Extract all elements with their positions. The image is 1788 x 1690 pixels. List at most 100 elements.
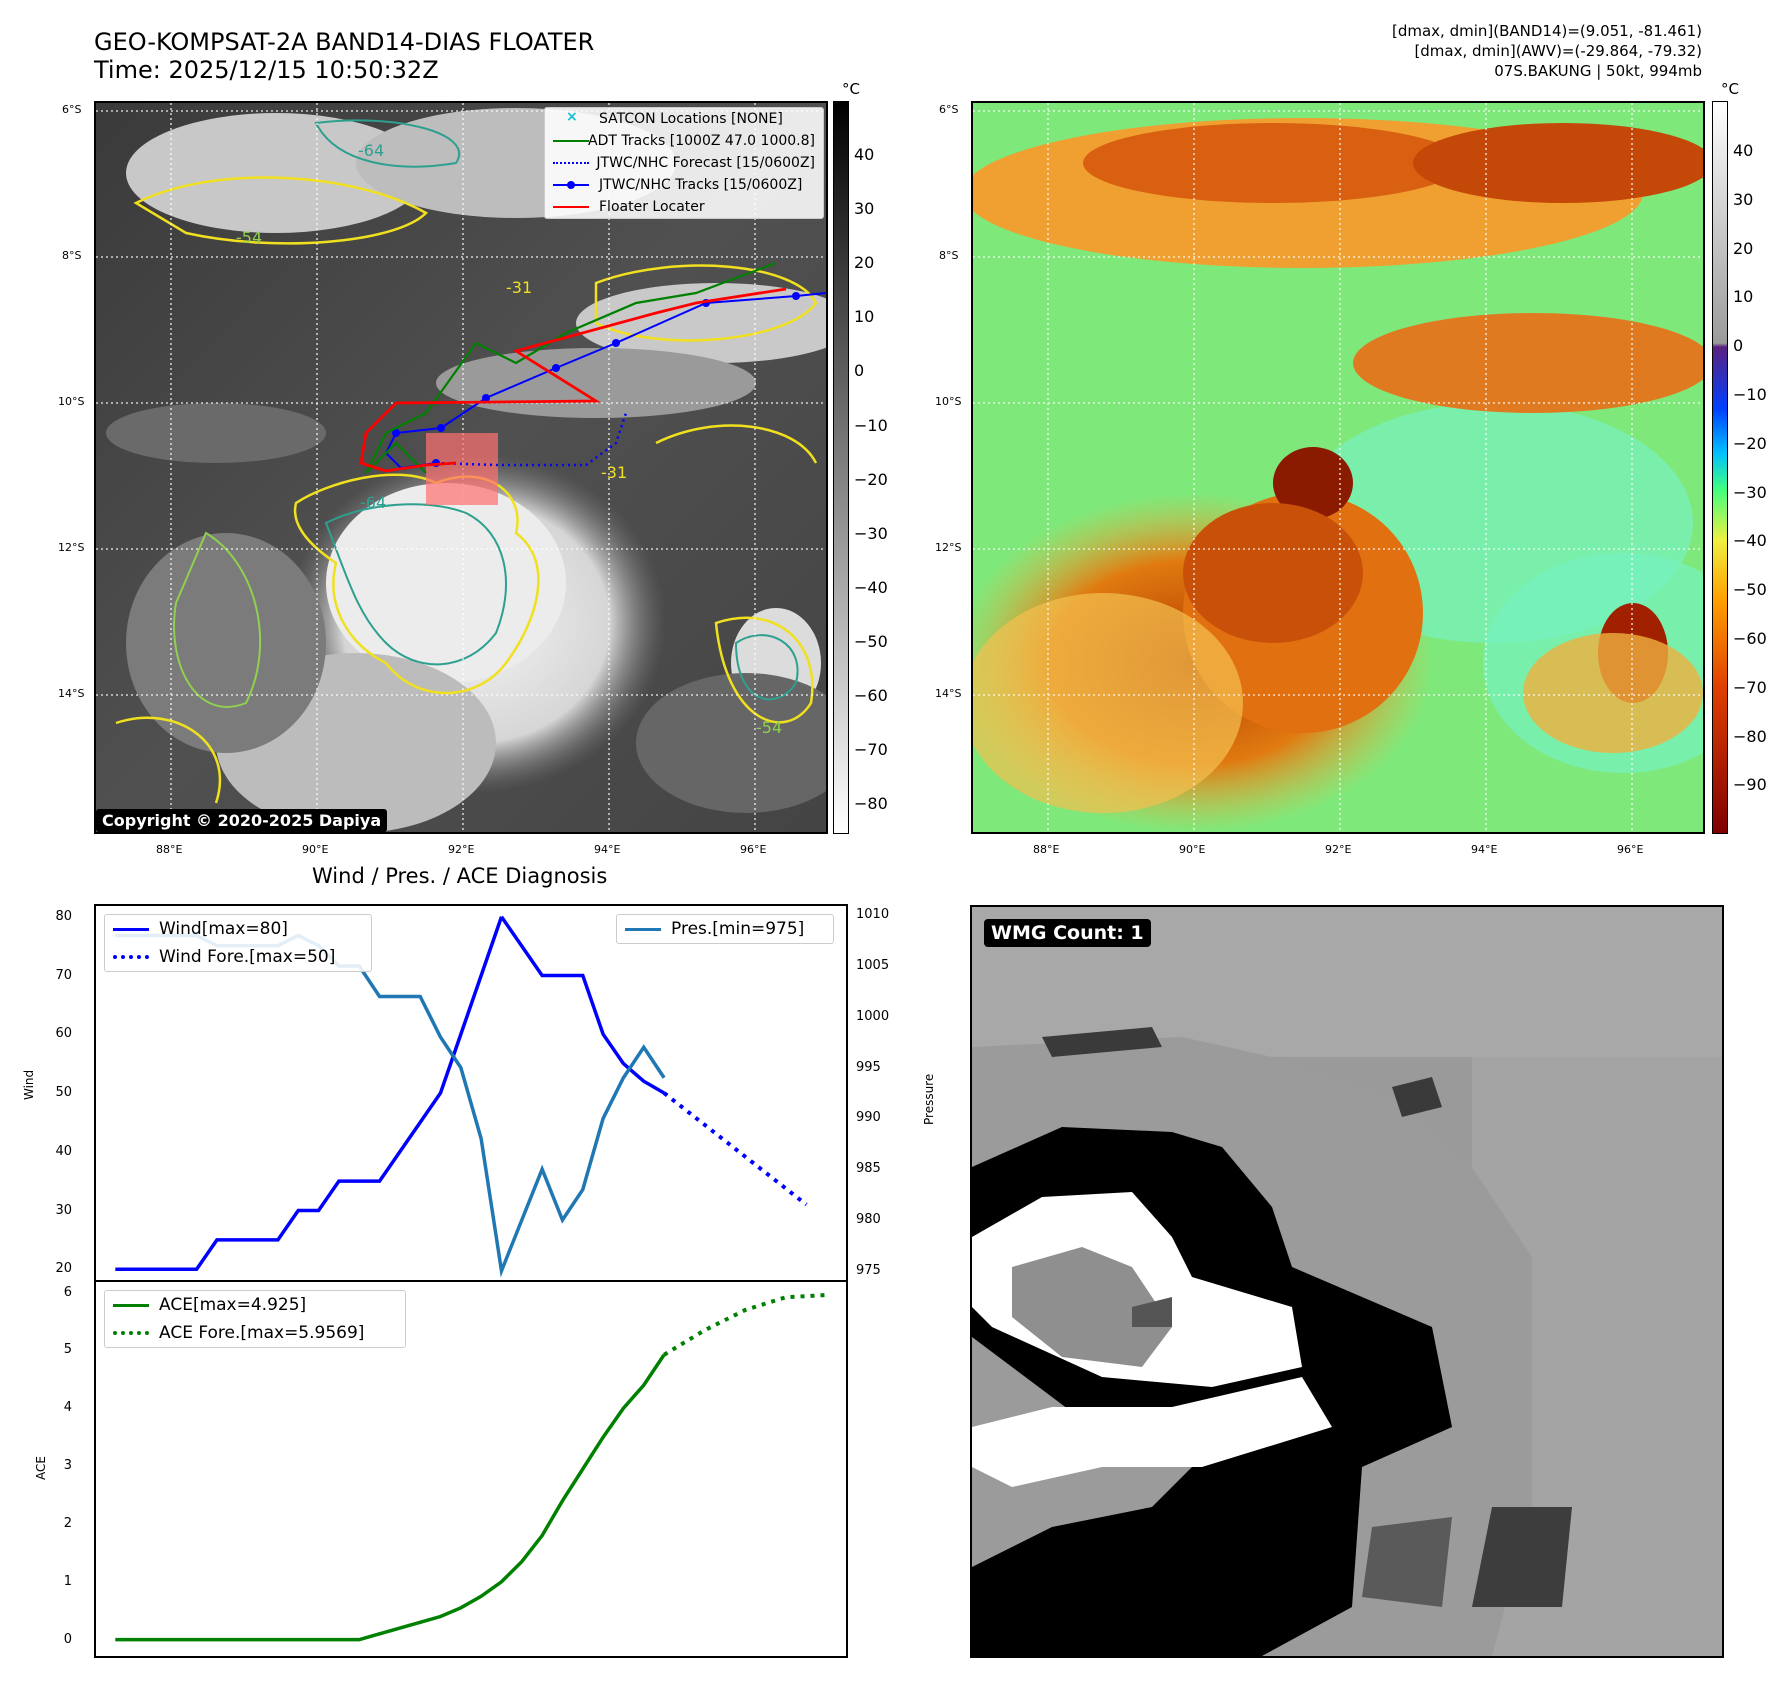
lon-label: 88°E (156, 843, 183, 856)
colorbar2 (1712, 101, 1728, 834)
chart-time: Time: 2025/12/15 10:50:32Z (94, 56, 439, 84)
colorbar2-tick: −90 (1733, 775, 1767, 795)
ace-forecast-line (663, 1293, 827, 1357)
wind-forecast-line (662, 1091, 808, 1207)
lat-label: 14°S (58, 687, 85, 700)
lat-label: 10°S (935, 395, 962, 408)
ace-tick: 3 (63, 1458, 72, 1474)
colorbar1-tick: −20 (854, 469, 888, 489)
chart-title: GEO-KOMPSAT-2A BAND14-DIAS FLOATER (94, 28, 595, 56)
wind-tick: 30 (55, 1202, 72, 1218)
pressure-tick: 1010 (856, 907, 890, 923)
legend-pres: Pres.[min=975] (671, 919, 805, 939)
colorbar2-tick: −80 (1733, 726, 1767, 746)
pressure-tick: 995 (856, 1059, 881, 1075)
colorbar1-tick: 30 (854, 199, 875, 219)
contour-label: -64 (360, 493, 386, 512)
lon-label: 90°E (1179, 843, 1206, 856)
lat-label: 6°S (62, 103, 82, 116)
pressure-tick: 1005 (856, 957, 890, 973)
copyright-badge: Copyright © 2020-2025 Dapiya (96, 809, 388, 832)
wind-fore-legend-icon (113, 950, 149, 964)
lat-label: 14°S (935, 687, 962, 700)
lon-label: 92°E (448, 843, 475, 856)
awv-map-image (973, 103, 1703, 832)
ace-fore-legend-icon (113, 1326, 149, 1340)
colorbar1-tick: 0 (854, 361, 865, 381)
legend-ace: ACE[max=4.925] (159, 1295, 307, 1315)
lon-label: 94°E (1471, 843, 1498, 856)
floater-box (426, 433, 498, 505)
colorbar1 (833, 101, 849, 834)
lat-label: 8°S (62, 249, 82, 262)
ir-map-image: -64 -54 -31 -64 -31 -54 (96, 103, 826, 832)
colorbar2-tick: 10 (1733, 287, 1754, 307)
legend-label: SATCON Locations [NONE] (599, 111, 783, 127)
adt-track-line (365, 261, 777, 474)
pressure-tick: 990 (856, 1110, 881, 1126)
ace-axis-label: ACE (34, 1456, 48, 1480)
ace-tick: 4 (63, 1400, 72, 1416)
pressure-axis-label: Pressure (922, 1073, 936, 1125)
legend-label: JTWC/NHC Forecast [15/0600Z] (596, 155, 815, 171)
colorbar1-tick: 20 (854, 253, 875, 273)
colorbar1-tick: 10 (854, 307, 875, 327)
lon-label: 96°E (740, 843, 767, 856)
contour-label: -54 (236, 228, 262, 247)
lat-label: 10°S (58, 395, 85, 408)
adt-legend-icon (553, 134, 589, 148)
colorbar2-unit: °C (1721, 80, 1739, 98)
satcon-legend-icon: × (566, 109, 578, 125)
colorbar2-tick: 0 (1733, 336, 1744, 356)
wind-tick: 40 (55, 1143, 72, 1159)
lon-label: 96°E (1617, 843, 1644, 856)
legend-wind-fore: Wind Fore.[max=50] (159, 947, 336, 967)
floater-locater-line (359, 287, 787, 473)
colorbar1-tick: −10 (854, 415, 888, 435)
colorbar2-tick: 30 (1733, 189, 1754, 209)
pressure-legend: Pres.[min=975] (616, 914, 834, 944)
legend-label: Floater Locater (599, 199, 705, 215)
colorbar1-tick: −40 (854, 577, 888, 597)
ace-tick: 6 (63, 1284, 72, 1300)
lon-label: 88°E (1033, 843, 1060, 856)
colorbar2-tick: −70 (1733, 677, 1767, 697)
ace-tick: 0 (63, 1631, 72, 1647)
ir-map-panel: -64 -54 -31 -64 -31 -54 × SAT (94, 101, 828, 834)
colorbar2-tick: −60 (1733, 629, 1767, 648)
lat-label: 6°S (939, 103, 959, 116)
ace-legend-icon (113, 1298, 149, 1312)
colorbar2-tick: −30 (1733, 482, 1767, 502)
colorbar1-tick: −70 (854, 740, 888, 760)
wind-tick: 50 (55, 1085, 72, 1100)
pressure-tick: 985 (856, 1161, 881, 1177)
wind-line-tail (500, 915, 665, 1095)
ace-tick: 2 (63, 1515, 72, 1531)
colorbar2-tick: 20 (1733, 238, 1754, 258)
pressure-tick: 980 (856, 1212, 881, 1228)
jtwc-forecast-line (435, 412, 628, 467)
colorbar1-tick: −50 (854, 631, 888, 651)
info-storm: 07S.BAKUNG | 50kt, 994mb (1494, 62, 1702, 80)
lon-label: 94°E (594, 843, 621, 856)
contour-label: -31 (601, 463, 627, 482)
ace-tick: 1 (63, 1573, 72, 1589)
wind-legend-icon (113, 922, 149, 936)
contour-label: -31 (506, 278, 532, 297)
wmg-panel: WMG Count: 1 (970, 905, 1724, 1658)
lon-label: 92°E (1325, 843, 1352, 856)
legend-label: ADT Tracks [1000Z 47.0 1000.8] (588, 133, 815, 149)
wind-legend: Wind[max=80] Wind Fore.[max=50] (104, 914, 372, 972)
wmg-count-badge: WMG Count: 1 (984, 919, 1151, 947)
colorbar2-tick: −40 (1733, 531, 1767, 551)
colorbar2-tick: −20 (1733, 433, 1767, 453)
lat-label: 12°S (58, 541, 85, 554)
colorbar2-tick: −50 (1733, 580, 1767, 600)
wind-tick: 80 (55, 908, 72, 924)
info-band14: [dmax, dmin](BAND14)=(9.051, -81.461) (1391, 22, 1702, 40)
contour-label: -64 (358, 141, 384, 160)
info-awv: [dmax, dmin](AWV)=(-29.864, -79.32) (1414, 42, 1702, 60)
contour-label: -54 (756, 718, 782, 737)
legend-label: JTWC/NHC Tracks [15/0600Z] (599, 177, 803, 193)
wind-tick: 70 (55, 967, 72, 983)
